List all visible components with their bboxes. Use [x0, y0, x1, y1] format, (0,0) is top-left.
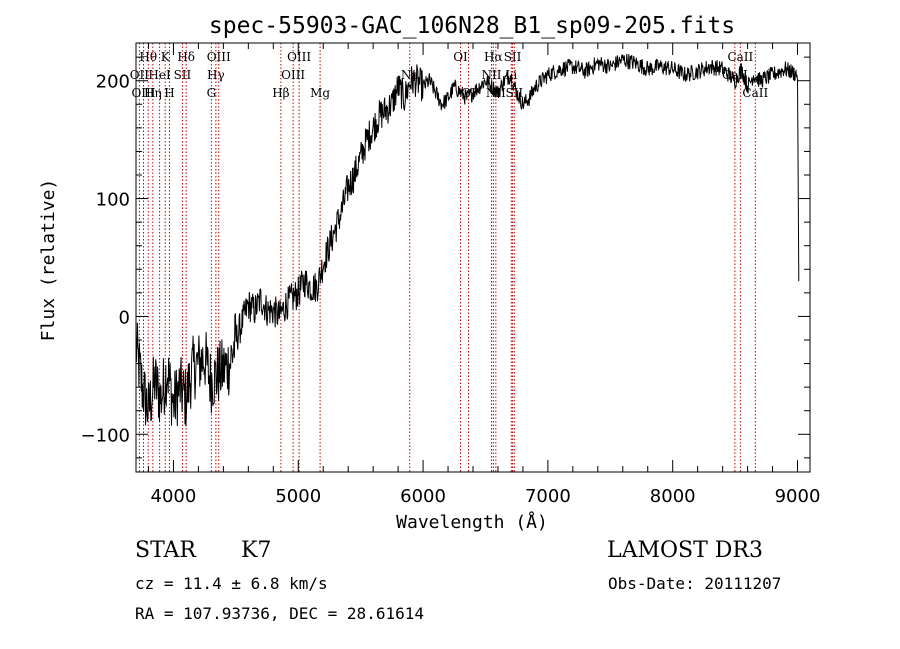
- line-label-19: Hα: [484, 50, 503, 64]
- observation-date: Obs-Date: 20111207: [608, 574, 782, 593]
- line-label-14: OIII: [281, 68, 305, 82]
- line-label-20: SII: [504, 50, 522, 64]
- y-tick-label-2: 100: [96, 190, 130, 211]
- chart-title: spec-55903-GAC_106N28_B1_sp09-205.fits: [209, 13, 735, 39]
- line-label-2: OIII: [131, 86, 155, 100]
- line-label-12: Hβ: [272, 86, 289, 100]
- y-tick-label-1: 0: [119, 307, 130, 328]
- line-label-6: SII: [174, 68, 192, 82]
- line-label-3: K: [161, 50, 171, 64]
- line-label-17: OI: [453, 50, 468, 64]
- survey-name: LAMOST DR3: [607, 538, 763, 563]
- x-axis-ticks: 4000 5000 6000 7000 8000 9000: [147, 43, 821, 507]
- x-tick-label-3: 7000: [525, 486, 571, 507]
- line-label-10: Hγ: [207, 68, 225, 82]
- x-axis-label: Wavelength (Å): [396, 511, 548, 533]
- y-tick-label-0: −100: [81, 425, 130, 446]
- x-tick-label-4: 8000: [650, 486, 696, 507]
- y-tick-label-3: 200: [96, 72, 130, 93]
- line-label-13: OIII: [287, 50, 311, 64]
- line-label-8: Hδ: [177, 50, 195, 64]
- spectrum-line: [135, 53, 800, 427]
- plot-frame: [135, 42, 811, 473]
- line-label-9: OIII: [207, 50, 231, 64]
- line-label-21: NII: [481, 68, 501, 82]
- line-label-25: CaII: [727, 50, 753, 64]
- y-axis-label: Flux (relative): [38, 179, 59, 342]
- line-label-16: Na: [401, 68, 419, 82]
- x-tick-label-2: 6000: [400, 486, 446, 507]
- coordinates: RA = 107.93736, DEC = 28.61614: [135, 604, 424, 623]
- line-label-7: H: [164, 86, 174, 100]
- line-label-5: Hη: [144, 86, 162, 100]
- spectral-subclass: K7: [241, 538, 272, 563]
- line-label-15: Mg: [310, 86, 330, 100]
- object-class: STAR: [135, 538, 196, 563]
- line-label-11: G: [207, 86, 217, 100]
- redshift-cz: cz = 11.4 ± 6.8 km/s: [135, 574, 328, 593]
- line-label-0: Hθ: [139, 50, 157, 64]
- x-tick-label-0: 4000: [151, 486, 197, 507]
- x-tick-label-5: 9000: [775, 486, 821, 507]
- y-axis-ticks: −100 0 100 200: [81, 56, 810, 459]
- line-label-4: HeI: [148, 68, 171, 82]
- x-tick-label-1: 5000: [275, 486, 321, 507]
- spectral-line-markers: [138, 43, 756, 472]
- line-label-27: CaII: [742, 86, 768, 100]
- line-label-1: OII: [130, 68, 150, 82]
